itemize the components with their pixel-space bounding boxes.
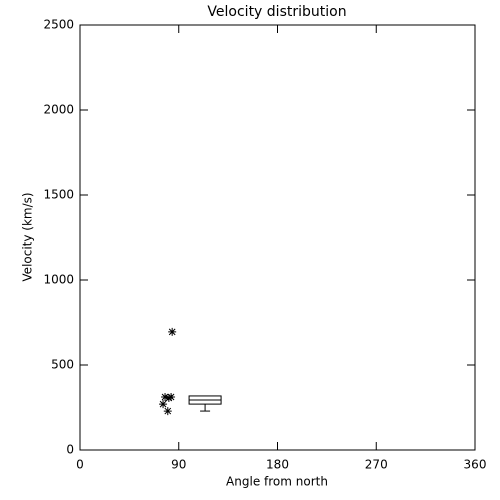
- point: [159, 400, 168, 409]
- point: [164, 393, 173, 402]
- y-tick-label: 2000: [43, 103, 74, 117]
- y-tick-label: 1000: [43, 273, 74, 287]
- x-tick-label: 90: [171, 458, 186, 472]
- point: [163, 407, 172, 416]
- y-tick-label: 500: [51, 358, 74, 372]
- y-tick-label: 0: [66, 443, 74, 457]
- chart-title: Velocity distribution: [207, 4, 346, 20]
- point: [168, 327, 177, 336]
- point: [161, 392, 170, 401]
- y-tick-label: 1500: [43, 188, 74, 202]
- y-axis-label: Velocity (km/s): [21, 192, 35, 281]
- x-tick-label: 0: [76, 458, 84, 472]
- plot-frame: [79, 24, 476, 451]
- point: [167, 392, 176, 401]
- y-tick-label: 2500: [43, 18, 74, 32]
- x-tick-label: 360: [464, 458, 487, 472]
- x-tick-label: 270: [365, 458, 388, 472]
- x-axis-label: Angle from north: [226, 475, 328, 489]
- x-tick-label: 180: [266, 458, 289, 472]
